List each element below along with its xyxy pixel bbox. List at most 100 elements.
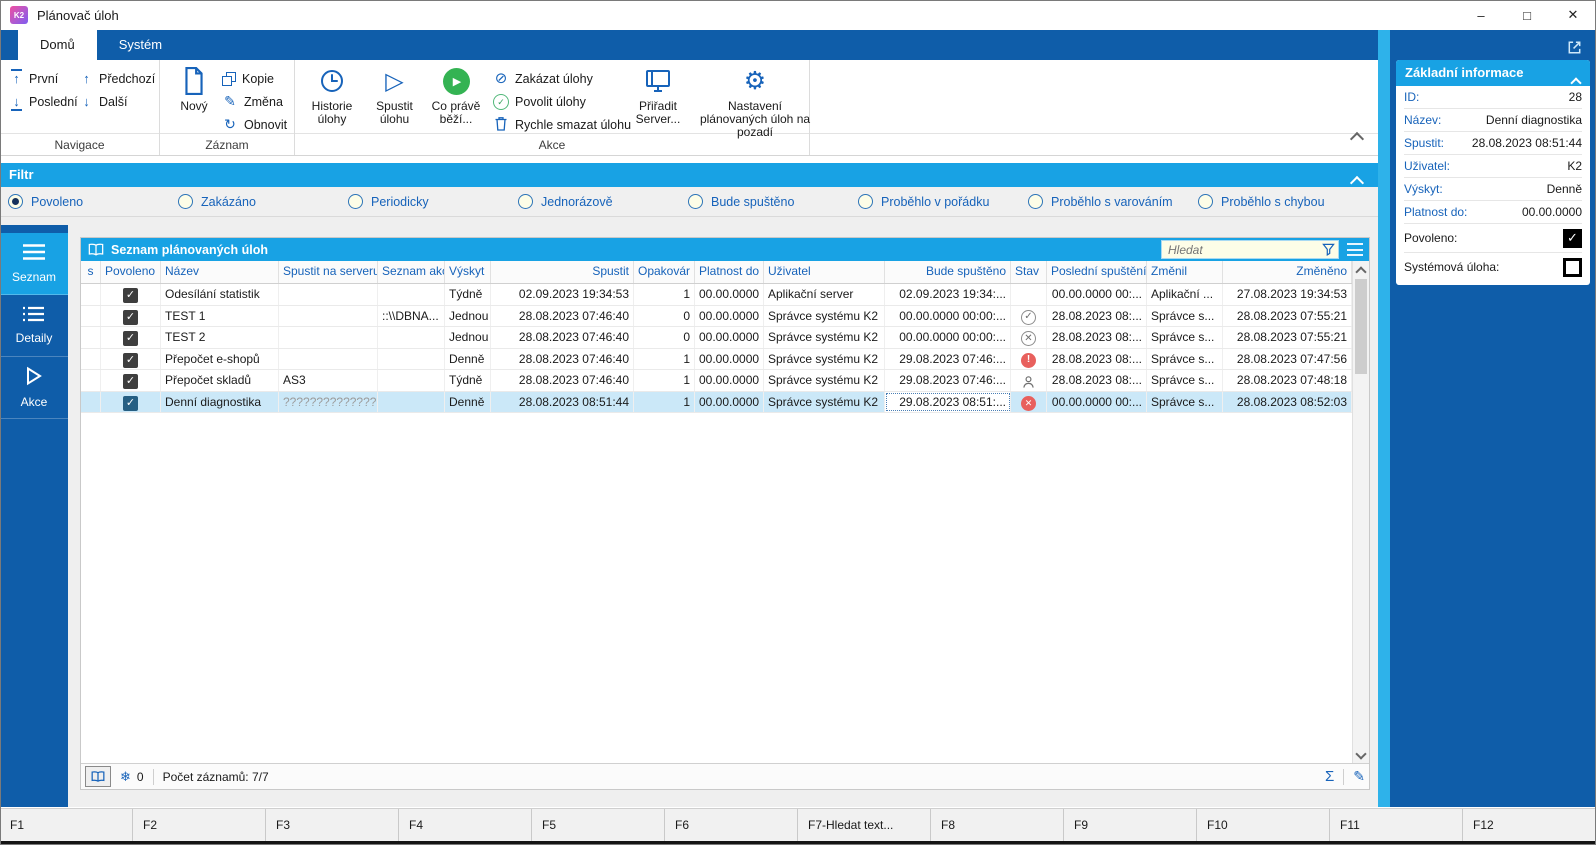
table-cell[interactable]: 28.08.2023 08:... [1047,348,1147,369]
vertical-scrollbar[interactable] [1352,261,1369,764]
external-link-icon[interactable] [1566,39,1583,59]
filter-option[interactable]: Zakázáno [178,194,340,209]
table-cell[interactable]: 28.08.2023 08:... [1047,370,1147,391]
table-row[interactable]: ✓ TEST 1::\\DBNA... Jednou 28.08.2023 07:46… [81,305,1352,327]
row-checkbox[interactable]: ✓ [123,395,138,411]
sidebar-item-seznam[interactable]: Seznam [0,233,68,295]
column-header[interactable]: Uživatel [764,261,885,283]
filter-option[interactable]: Proběhlo s chybou [1198,194,1360,209]
assign-server-button[interactable]: Přiřadit Server... [627,65,689,126]
table-cell[interactable]: Správce s... [1147,348,1223,369]
table-cell[interactable]: 28.08.2023 07:46:40 [491,327,634,348]
table-cell[interactable]: Správce s... [1147,327,1223,348]
function-key-f11[interactable]: F11 [1330,809,1463,841]
row-checkbox[interactable]: ✓ [123,331,138,347]
table-cell[interactable]: Správce s... [1147,305,1223,326]
run-task-button[interactable]: ▷ Spustit úlohu [367,65,422,126]
table-cell[interactable] [378,391,445,412]
table-cell[interactable]: Správce systému K2 [764,348,885,369]
quick-delete-button[interactable]: Rychle smazat úlohu [493,113,631,136]
row-checkbox[interactable]: ✓ [123,352,138,368]
edit-pencil-icon[interactable]: ✎ [1353,768,1365,784]
radio-icon[interactable] [858,194,873,209]
info-checkbox[interactable]: ✓ [1563,228,1582,248]
table-cell[interactable]: Denně [445,348,491,369]
function-key-f4[interactable]: F4 [399,809,532,841]
scroll-up-arrow[interactable] [1353,262,1369,278]
new-button[interactable]: Nový [172,65,216,113]
function-key-f1[interactable]: F1 [0,809,133,841]
table-menu-icon[interactable] [1347,243,1363,256]
info-checkbox[interactable] [1563,257,1582,277]
filter-option[interactable]: Jednorázově [518,194,680,209]
table-cell[interactable]: Správce s... [1147,391,1223,412]
close-button[interactable]: ✕ [1567,7,1579,22]
table-cell[interactable]: 29.08.2023 07:46:... [885,348,1011,369]
table-cell[interactable]: 27.08.2023 19:34:53 [1223,284,1352,305]
table-cell[interactable]: TEST 2 [161,327,279,348]
maximize-button[interactable]: □ [1523,7,1531,23]
table-cell[interactable]: ✕ [1011,391,1047,412]
filter-option[interactable]: Povoleno [8,194,170,209]
table-cell[interactable]: 00.00.0000 [695,305,764,326]
function-key-f2[interactable]: F2 [133,809,266,841]
table-row[interactable]: ✓ Denní diagnostika?????????????? Denně 28.… [81,391,1352,413]
column-header[interactable]: Spustit [491,261,634,283]
sum-icon[interactable]: Σ [1324,768,1335,785]
copy-button[interactable]: Kopie [222,67,287,90]
table-cell[interactable]: 00.00.0000 [695,391,764,412]
tab-domů[interactable]: Domů [18,30,97,60]
tab-systém[interactable]: Systém [118,37,163,52]
table-row[interactable]: ✓ Přepočet e-shopů Denně 28.08.2023 07:46:4… [81,348,1352,370]
previous-button[interactable]: ↑ Předchozí [80,67,155,90]
column-header[interactable]: s [81,261,101,283]
task-history-button[interactable]: Historie úlohy [303,65,361,126]
table-cell[interactable] [279,305,378,326]
table-cell[interactable]: 00.00.0000 [695,284,764,305]
next-button[interactable]: ↓ Další [80,90,155,113]
table-cell[interactable]: 00.00.0000 [695,327,764,348]
table-cell[interactable] [81,284,101,305]
refresh-button[interactable]: ↻ Obnovit [222,113,287,136]
filter-header[interactable]: Filtr [0,163,1378,191]
table-cell[interactable]: Správce s... [1147,370,1223,391]
table-cell[interactable]: 00.00.0000 00:00:... [885,327,1011,348]
filter-funnel-icon[interactable] [1322,243,1335,259]
function-key-f5[interactable]: F5 [532,809,665,841]
table-cell[interactable]: 1 [634,284,695,305]
search-input[interactable] [1161,240,1339,259]
column-header[interactable]: Výskyt [445,261,491,283]
column-header[interactable]: Opakovár [634,261,695,283]
table-cell[interactable]: ! [1011,348,1047,369]
function-key-f10[interactable]: F10 [1197,809,1330,841]
table-cell[interactable]: 28.08.2023 07:47:56 [1223,348,1352,369]
filter-option[interactable]: Periodicky [348,194,510,209]
column-header[interactable]: Změněno [1223,261,1352,283]
table-cell[interactable]: Denně [445,391,491,412]
table-cell[interactable]: Denní diagnostika [161,391,279,412]
table-cell[interactable]: 00.00.0000 00:00:... [885,305,1011,326]
table-cell[interactable] [81,348,101,369]
radio-icon[interactable] [348,194,363,209]
currently-running-button[interactable]: ▶ Co právě běží... [427,65,485,126]
table-cell[interactable]: 0 [634,327,695,348]
row-checkbox[interactable]: ✓ [123,288,138,304]
table-cell[interactable]: 29.08.2023 07:46:... [885,370,1011,391]
filter-option[interactable]: Proběhlo v pořádku [858,194,1020,209]
panel-collapse-button[interactable] [1570,70,1582,96]
minimize-button[interactable]: – [1477,7,1485,23]
table-cell[interactable] [81,391,101,412]
table-cell[interactable]: 02.09.2023 19:34:53 [491,284,634,305]
row-checkbox[interactable]: ✓ [123,309,138,325]
column-header[interactable]: Změnil [1147,261,1223,283]
table-cell[interactable]: 28.08.2023 08:... [1047,305,1147,326]
column-header[interactable]: Spustit na serveru [279,261,378,283]
table-cell[interactable]: 00.00.0000 [695,370,764,391]
table-cell[interactable]: 28.08.2023 08:... [1047,327,1147,348]
radio-icon[interactable] [688,194,703,209]
filter-option[interactable]: Bude spuštěno [688,194,850,209]
column-header[interactable]: Seznam akcí [378,261,445,283]
function-key-f12[interactable]: F12 [1463,809,1596,841]
radio-icon[interactable] [178,194,193,209]
radio-icon[interactable] [1198,194,1213,209]
